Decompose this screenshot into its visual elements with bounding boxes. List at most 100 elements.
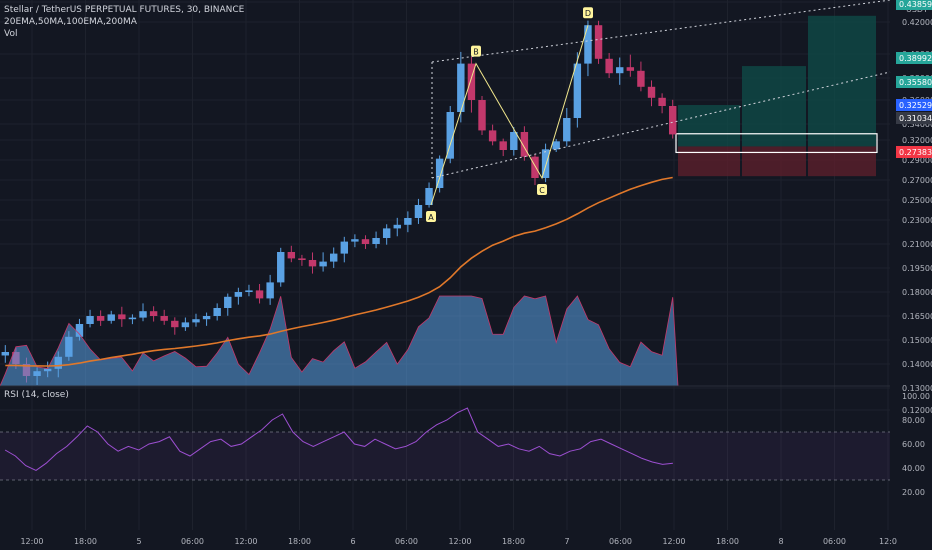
price-badge-label: 0.38992 [899, 54, 932, 63]
candle-body [149, 311, 158, 316]
channel-upper [431, 0, 891, 63]
candle-body [277, 252, 285, 283]
abcd-pattern: A B C D [426, 0, 891, 222]
candle-body [298, 258, 306, 260]
pattern-point-badge [583, 7, 593, 19]
pattern-point-badge [471, 45, 481, 57]
time-tick-label: 06:00 [823, 537, 846, 546]
time-tick-label: 06:00 [609, 537, 632, 546]
candle-body [86, 316, 94, 324]
time-tick-label: 18:00 [288, 537, 311, 546]
candle-body [96, 316, 105, 321]
price-badge-label: 0.32529 [899, 101, 932, 110]
price-tick-label: 0.21000 [902, 240, 932, 249]
candle-body [75, 324, 84, 337]
candle-body [308, 260, 317, 267]
price-badge [896, 146, 932, 158]
price-badge [896, 76, 932, 88]
ema-200-line [5, 176, 673, 367]
price-tick-label: 0.23000 [902, 216, 932, 225]
candle-body [457, 63, 465, 112]
pattern-point-badge [537, 184, 547, 195]
time-tick-label: 06:00 [181, 537, 204, 546]
chart-legend: Stellar / TetherUS PERPETUAL FUTURES, 30… [4, 4, 244, 40]
time-tick-label: 12:00 [234, 537, 257, 546]
candle-body [658, 97, 666, 106]
candle-body [668, 106, 677, 135]
candle-body [192, 319, 200, 323]
candle-body [351, 239, 359, 242]
candle-body [404, 218, 412, 225]
price-badge-label: 0.43859 [899, 0, 932, 9]
pattern-point-label: A [428, 213, 434, 222]
candle-body [531, 156, 539, 178]
candle-body [372, 238, 380, 244]
time-tick-label: 12:00 [448, 537, 471, 546]
candle-body [181, 322, 190, 328]
candle-body [552, 141, 560, 150]
candle-body [287, 252, 296, 259]
pattern-point-label: B [473, 48, 479, 57]
time-tick-label: 6 [350, 537, 355, 546]
candle-body [329, 253, 338, 262]
pattern-point-badge [426, 211, 436, 222]
candle-body [637, 70, 645, 87]
price-badge [896, 52, 932, 64]
candle-body [584, 25, 592, 64]
candle-body [245, 290, 253, 292]
volume-label: Vol [4, 29, 18, 39]
rsi-panel-label: RSI (14, close) [4, 390, 69, 400]
candle-body [573, 63, 582, 118]
candle-body [425, 188, 433, 205]
candle-body [414, 205, 423, 218]
candle-body [488, 130, 497, 142]
candle-body [234, 292, 243, 297]
price-tick-label: 0.32000 [902, 136, 932, 145]
abcd-lines [430, 25, 589, 206]
candle-body [382, 228, 391, 238]
ma-indicator-label: 20EMA,50MA,100EMA,200MA [4, 17, 137, 27]
candle-body [510, 132, 518, 150]
position-zones [675, 15, 878, 177]
rsi-tick-label: 60.00 [902, 440, 925, 449]
price-tick-label: 0.14000 [902, 360, 932, 369]
candle-body [435, 158, 444, 188]
rsi-line [4, 407, 673, 471]
price-tick-label: 0.13000 [902, 384, 932, 393]
price-badge [896, 112, 932, 124]
candle-body [647, 86, 656, 98]
candle-body [255, 290, 264, 299]
rsi-tick-label: 40.00 [902, 464, 925, 473]
time-tick-label: 8 [778, 537, 783, 546]
target-zone [808, 15, 876, 147]
price-tick-label: 0.15000 [902, 336, 932, 345]
candle-body [499, 141, 507, 150]
time-tick-label: 5 [136, 537, 141, 546]
price-tick-label: 0.12000 [902, 406, 932, 415]
price-tick-label: 0.25000 [902, 196, 932, 205]
price-tick-label: 0.42000 [902, 18, 932, 27]
time-tick-label: 12:00 [662, 537, 685, 546]
price-badge [896, 0, 932, 10]
candle-body [563, 118, 571, 142]
channel-lower [431, 71, 891, 179]
time-tick-label: 18:00 [716, 537, 739, 546]
rsi-band [0, 432, 890, 480]
time-tick-label: 12:0 [879, 537, 897, 546]
candle-body [118, 314, 126, 320]
candle-body [1, 352, 10, 356]
entry-box [675, 133, 878, 154]
candle-body [340, 241, 349, 254]
time-tick-label: 12:00 [20, 537, 43, 546]
price-badge [896, 99, 932, 111]
candle-body [213, 308, 221, 316]
candle-body [446, 112, 454, 159]
price-badge-label: 0.31034 [899, 114, 932, 123]
price-badge-label: 0.27383 [899, 148, 932, 157]
candle-body [467, 63, 476, 100]
time-tick-label: 06:00 [395, 537, 418, 546]
candle-body [393, 224, 401, 229]
candle-body [171, 320, 179, 328]
